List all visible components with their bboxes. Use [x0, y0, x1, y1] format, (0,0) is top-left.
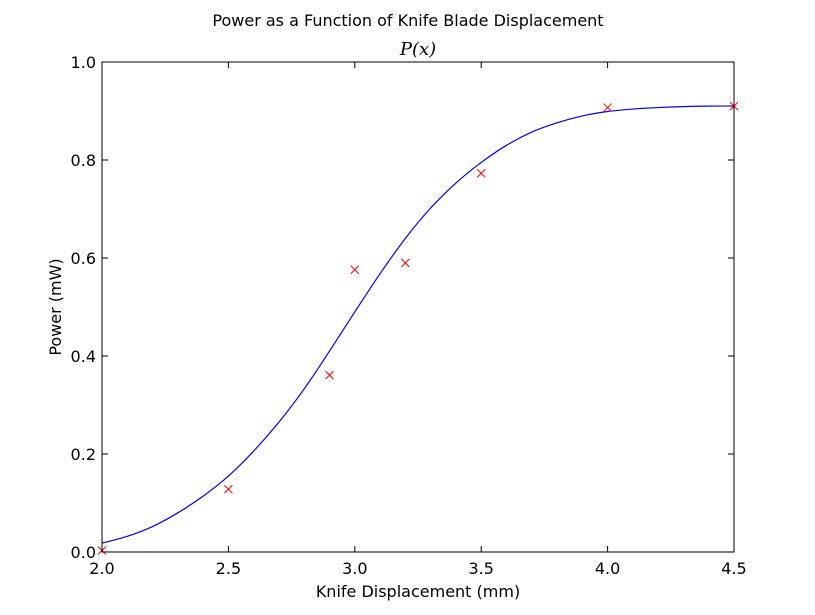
y-tick-label: 0.2	[71, 445, 96, 464]
x-tick-label: 2.0	[89, 559, 114, 578]
marker-stroke	[401, 258, 410, 268]
series-layer	[97, 101, 739, 555]
data-point-marker	[224, 484, 233, 494]
data-point-marker	[401, 258, 410, 268]
marker-stroke	[224, 484, 233, 494]
x-tick-label: 4.5	[721, 559, 746, 578]
y-axis-label: Power (mW)	[46, 258, 65, 355]
chart-subtitle: P(x)	[399, 39, 436, 60]
x-tick-label: 3.5	[468, 559, 493, 578]
y-tick-label: 0.0	[71, 543, 96, 562]
ticks-layer: 2.0 2.5 3.0 3.5 4.0 4.5 0.0 0.2 0.4 0.6 0.8 1.0	[71, 53, 747, 578]
data-point-marker	[603, 103, 612, 112]
marker-stroke	[476, 168, 486, 178]
chart-title: Power as a Function of Knife Blade Displ…	[212, 11, 603, 30]
marker-stroke	[603, 103, 612, 112]
marker-stroke	[325, 370, 334, 380]
y-tick-label: 0.4	[71, 347, 96, 366]
x-tick-label: 4.0	[595, 559, 620, 578]
data-point-marker	[350, 265, 360, 275]
x-tick-label: 2.5	[216, 559, 241, 578]
y-tick-label: 1.0	[71, 53, 96, 72]
plot-frame	[101, 61, 735, 553]
data-point-marker	[476, 168, 486, 178]
data-point-marker	[325, 370, 334, 380]
x-tick-label: 3.0	[342, 559, 367, 578]
marker-stroke	[350, 265, 360, 275]
plot-area	[102, 62, 734, 552]
x-axis-label: Knife Displacement (mm)	[316, 582, 520, 601]
y-tick-label: 0.8	[71, 151, 96, 170]
y-tick-label: 0.6	[71, 249, 96, 268]
fit-curve-line	[101, 105, 735, 544]
